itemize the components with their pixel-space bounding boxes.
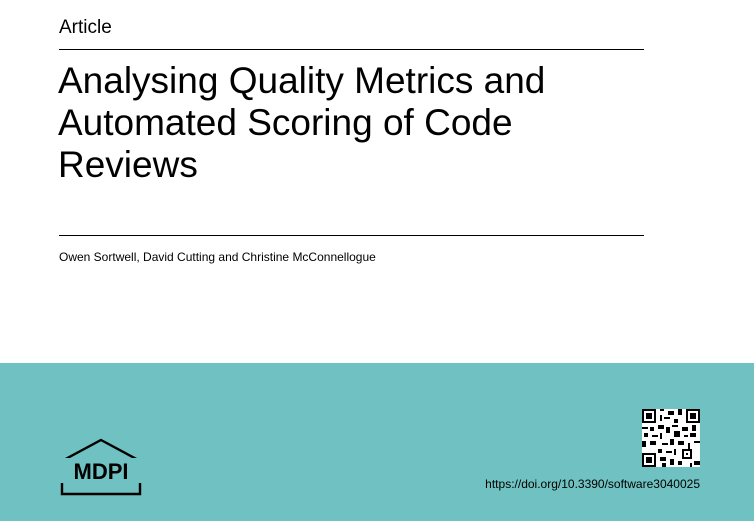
author-list: Owen Sortwell, David Cutting and Christi… (59, 250, 376, 264)
paper-title: Analysing Quality Metrics and Automated … (58, 60, 658, 186)
authors-divider (59, 235, 644, 236)
article-type-label: Article (59, 17, 112, 38)
doi-link[interactable]: https://doi.org/10.3390/software3040025 (485, 477, 700, 491)
title-line: Analysing Quality Metrics and (58, 60, 546, 101)
logo-text: MDPI (74, 459, 129, 484)
mdpi-logo: MDPI (57, 438, 145, 496)
title-line: Reviews (58, 144, 198, 185)
top-divider (59, 49, 644, 50)
title-line: Automated Scoring of Code (58, 102, 513, 143)
qr-code-icon (642, 409, 700, 467)
